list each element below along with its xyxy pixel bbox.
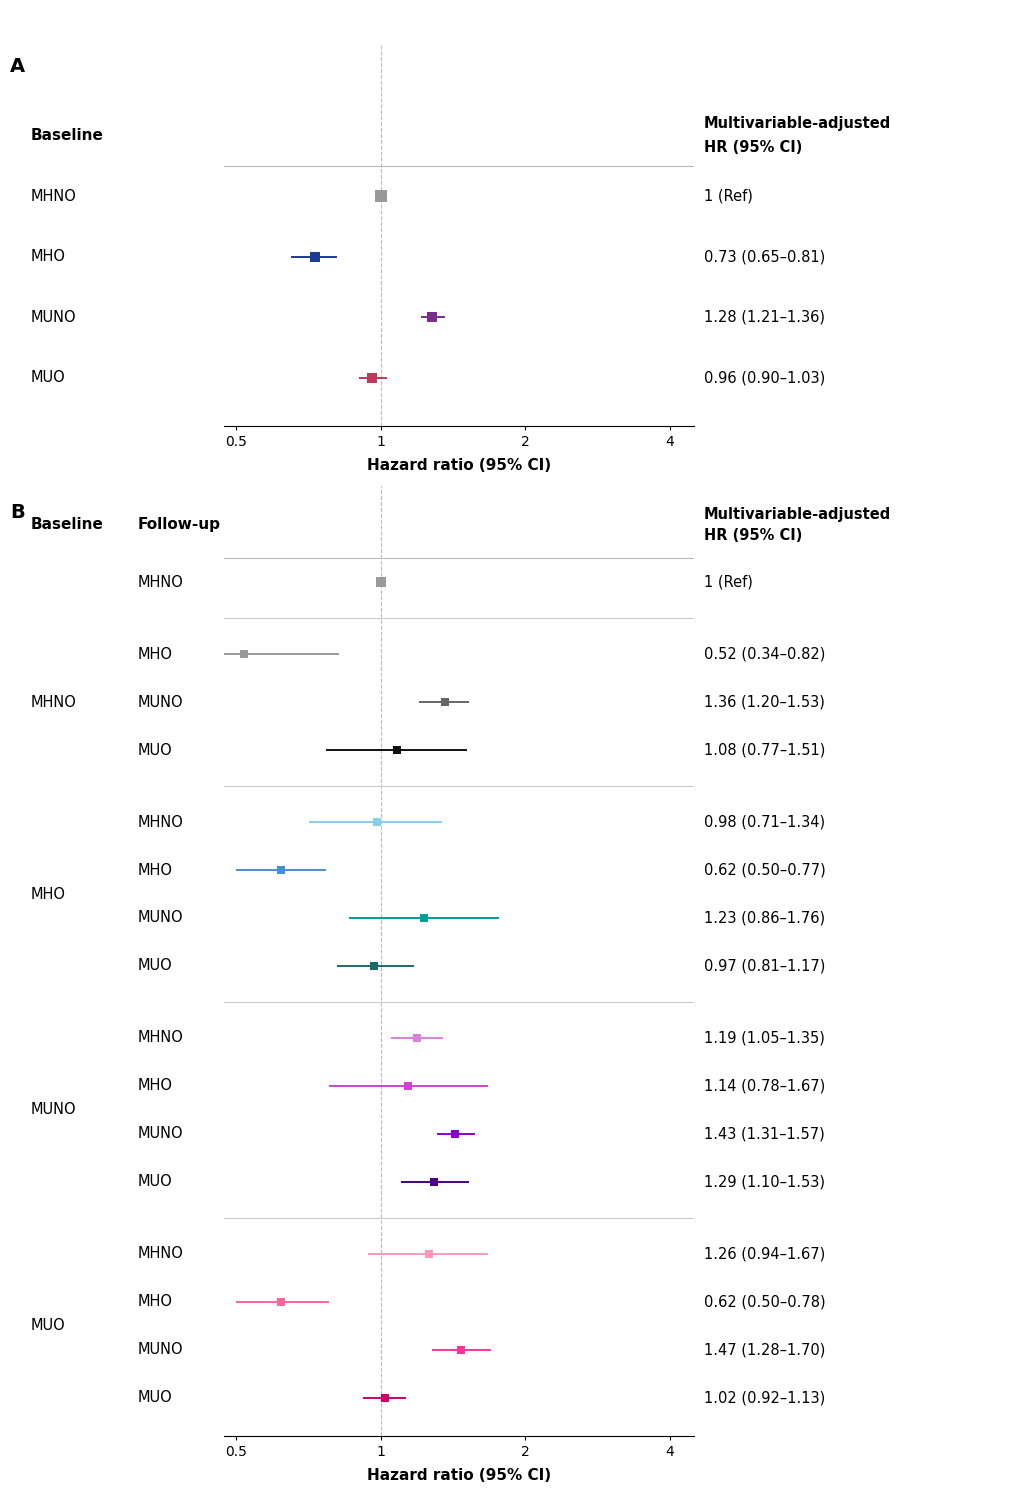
- Text: 1.43 (1.31–1.57): 1.43 (1.31–1.57): [703, 1126, 823, 1141]
- Text: MUO: MUO: [31, 1318, 65, 1333]
- Text: Baseline: Baseline: [31, 129, 103, 144]
- Text: 1 (Ref): 1 (Ref): [703, 188, 752, 203]
- X-axis label: Hazard ratio (95% CI): Hazard ratio (95% CI): [367, 458, 550, 473]
- Text: MUO: MUO: [138, 959, 172, 974]
- Text: MUO: MUO: [138, 742, 172, 757]
- Text: MHO: MHO: [138, 863, 172, 878]
- Text: 1.36 (1.20–1.53): 1.36 (1.20–1.53): [703, 694, 824, 709]
- Text: MHNO: MHNO: [138, 814, 183, 830]
- Text: MHO: MHO: [31, 250, 65, 265]
- Text: MUNO: MUNO: [138, 1126, 183, 1141]
- Text: MHNO: MHNO: [138, 1246, 183, 1261]
- Text: 1.19 (1.05–1.35): 1.19 (1.05–1.35): [703, 1031, 824, 1046]
- Text: 0.52 (0.34–0.82): 0.52 (0.34–0.82): [703, 646, 824, 661]
- Text: HR (95% CI): HR (95% CI): [703, 141, 801, 156]
- Text: B: B: [10, 503, 24, 522]
- Text: 1.47 (1.28–1.70): 1.47 (1.28–1.70): [703, 1342, 824, 1357]
- Text: 1.23 (0.86–1.76): 1.23 (0.86–1.76): [703, 911, 824, 926]
- Text: MUNO: MUNO: [31, 310, 76, 325]
- Text: MHO: MHO: [138, 1294, 172, 1309]
- Text: MHNO: MHNO: [138, 1031, 183, 1046]
- Text: HR (95% CI): HR (95% CI): [703, 528, 801, 543]
- Text: Baseline: Baseline: [31, 518, 103, 533]
- Text: MUNO: MUNO: [138, 911, 183, 926]
- Text: MUO: MUO: [138, 1174, 172, 1189]
- Text: MUNO: MUNO: [138, 694, 183, 709]
- Text: 0.96 (0.90–1.03): 0.96 (0.90–1.03): [703, 371, 824, 386]
- Text: 0.98 (0.71–1.34): 0.98 (0.71–1.34): [703, 814, 824, 830]
- Text: 0.97 (0.81–1.17): 0.97 (0.81–1.17): [703, 959, 824, 974]
- X-axis label: Hazard ratio (95% CI): Hazard ratio (95% CI): [367, 1468, 550, 1483]
- Text: Multivariable-adjusted: Multivariable-adjusted: [703, 507, 891, 522]
- Text: MHNO: MHNO: [31, 188, 76, 203]
- Text: Multivariable-adjusted: Multivariable-adjusted: [703, 117, 891, 132]
- Text: 0.62 (0.50–0.77): 0.62 (0.50–0.77): [703, 863, 824, 878]
- Text: 1.28 (1.21–1.36): 1.28 (1.21–1.36): [703, 310, 824, 325]
- Text: MUNO: MUNO: [138, 1342, 183, 1357]
- Text: 1.26 (0.94–1.67): 1.26 (0.94–1.67): [703, 1246, 824, 1261]
- Text: A: A: [10, 57, 25, 76]
- Text: 1.08 (0.77–1.51): 1.08 (0.77–1.51): [703, 742, 824, 757]
- Text: MUO: MUO: [31, 371, 65, 386]
- Text: MHO: MHO: [138, 1079, 172, 1094]
- Text: MHO: MHO: [31, 887, 65, 902]
- Text: MHO: MHO: [138, 646, 172, 661]
- Text: MHNO: MHNO: [31, 694, 76, 709]
- Text: MUO: MUO: [138, 1390, 172, 1405]
- Text: 1.02 (0.92–1.13): 1.02 (0.92–1.13): [703, 1390, 824, 1405]
- Text: Follow-up: Follow-up: [138, 518, 220, 533]
- Text: MHNO: MHNO: [138, 574, 183, 589]
- Text: 1 (Ref): 1 (Ref): [703, 574, 752, 589]
- Text: 1.29 (1.10–1.53): 1.29 (1.10–1.53): [703, 1174, 824, 1189]
- Text: 0.62 (0.50–0.78): 0.62 (0.50–0.78): [703, 1294, 824, 1309]
- Text: 0.73 (0.65–0.81): 0.73 (0.65–0.81): [703, 250, 824, 265]
- Text: MUNO: MUNO: [31, 1103, 76, 1118]
- Text: 1.14 (0.78–1.67): 1.14 (0.78–1.67): [703, 1079, 824, 1094]
